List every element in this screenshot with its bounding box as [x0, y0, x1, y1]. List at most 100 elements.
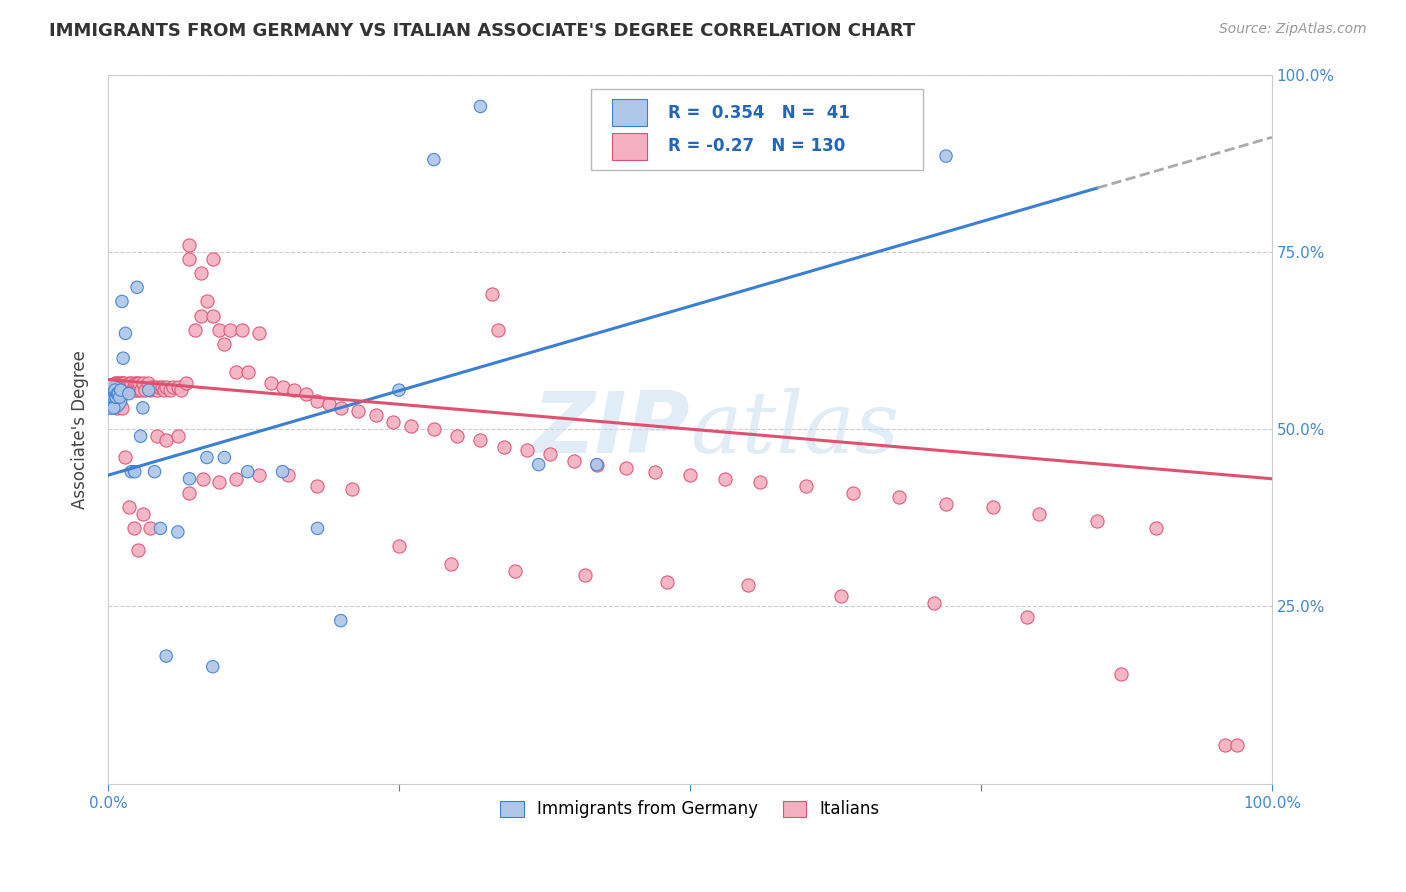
Point	[201, 659, 224, 673]
Point	[179, 472, 201, 486]
Point	[101, 383, 124, 397]
Point	[108, 376, 131, 390]
Point	[101, 386, 124, 401]
Point	[527, 458, 550, 472]
Point	[132, 507, 155, 521]
Point	[981, 500, 1004, 515]
Point	[121, 383, 143, 397]
Point	[190, 309, 212, 323]
Point	[110, 383, 132, 397]
Point	[347, 404, 370, 418]
Point	[748, 475, 770, 490]
Point	[124, 376, 146, 390]
Point	[141, 379, 163, 393]
Legend: Immigrants from Germany, Italians: Immigrants from Germany, Italians	[494, 794, 886, 825]
Point	[104, 376, 127, 390]
Point	[364, 408, 387, 422]
Point	[103, 379, 125, 393]
Point	[935, 497, 957, 511]
Point	[124, 465, 146, 479]
Point	[111, 294, 134, 309]
Point	[132, 376, 155, 390]
Point	[924, 596, 946, 610]
Point	[159, 383, 181, 397]
Point	[889, 490, 911, 504]
Point	[98, 390, 121, 404]
Point	[115, 383, 138, 397]
Point	[166, 524, 188, 539]
Y-axis label: Associate's Degree: Associate's Degree	[72, 350, 89, 508]
Point	[207, 475, 229, 490]
Point	[1109, 666, 1132, 681]
Point	[295, 386, 318, 401]
Point	[108, 383, 131, 397]
Point	[105, 390, 128, 404]
Point	[574, 567, 596, 582]
Point	[207, 323, 229, 337]
Point	[132, 401, 155, 415]
Point	[103, 390, 125, 404]
Text: R = -0.27   N = 130: R = -0.27 N = 130	[668, 137, 845, 155]
Point	[201, 252, 224, 266]
Point	[505, 564, 527, 578]
Point	[794, 479, 817, 493]
Point	[103, 390, 125, 404]
Point	[153, 383, 176, 397]
Point	[214, 450, 236, 465]
Point	[492, 440, 515, 454]
Point	[193, 472, 215, 486]
Point	[127, 376, 149, 390]
Point	[399, 418, 422, 433]
Point	[644, 465, 666, 479]
Point	[538, 447, 561, 461]
Point	[1226, 738, 1249, 752]
Point	[166, 379, 188, 393]
Point	[236, 365, 259, 379]
Point	[155, 433, 177, 447]
Point	[382, 415, 405, 429]
Point	[179, 237, 201, 252]
Point	[129, 383, 152, 397]
Point	[127, 542, 149, 557]
Point	[195, 450, 218, 465]
Point	[219, 323, 242, 337]
Point	[139, 383, 162, 397]
Point	[307, 393, 329, 408]
Point	[136, 376, 159, 390]
Point	[127, 280, 149, 294]
Point	[283, 383, 305, 397]
Point	[118, 386, 141, 401]
Point	[104, 379, 127, 393]
Point	[423, 422, 446, 436]
Point	[277, 468, 299, 483]
Point	[935, 149, 957, 163]
Point	[307, 479, 329, 493]
Point	[329, 401, 352, 415]
Point	[470, 433, 492, 447]
Point	[470, 99, 492, 113]
Text: atlas: atlas	[690, 388, 898, 470]
Point	[271, 465, 294, 479]
Point	[146, 429, 169, 443]
Point	[679, 468, 702, 483]
Point	[105, 376, 128, 390]
Point	[162, 379, 184, 393]
Point	[105, 390, 128, 404]
Point	[446, 429, 468, 443]
Point	[155, 649, 177, 664]
Point	[134, 383, 156, 397]
Point	[179, 486, 201, 500]
Point	[166, 429, 188, 443]
Point	[129, 429, 152, 443]
Point	[128, 376, 150, 390]
Point	[307, 521, 329, 535]
Point	[195, 294, 218, 309]
Point	[271, 379, 294, 393]
Point	[329, 614, 352, 628]
Point	[100, 383, 122, 397]
Point	[139, 521, 162, 535]
Point	[103, 401, 125, 415]
Point	[585, 458, 607, 472]
Point	[388, 539, 411, 553]
Point	[318, 397, 340, 411]
